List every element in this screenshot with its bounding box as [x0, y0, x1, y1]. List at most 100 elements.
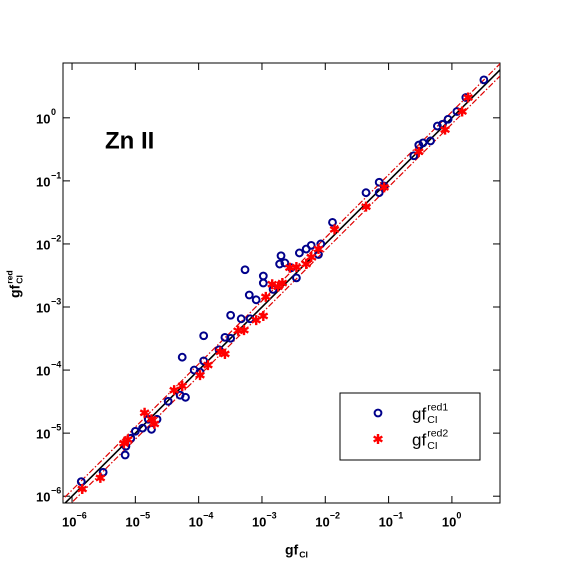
x-tick-exponent: −5 [140, 510, 150, 520]
point [226, 333, 236, 343]
x-tick-label: 10 [379, 514, 393, 529]
x-axis-label: gf CI [285, 542, 308, 560]
point [413, 146, 424, 157]
point [120, 450, 130, 460]
point [463, 92, 473, 103]
point [426, 136, 435, 146]
point [277, 278, 288, 289]
point [301, 259, 312, 270]
plot-frame [62, 62, 501, 504]
y-tick-label: 10 [36, 237, 50, 252]
point [251, 295, 261, 305]
point [236, 314, 246, 324]
point [409, 151, 419, 161]
point [328, 217, 337, 227]
point [226, 310, 236, 320]
y-axis-label-main: gf [7, 284, 23, 298]
point [443, 114, 453, 124]
y-tick-label: 10 [36, 490, 50, 505]
point [219, 348, 230, 359]
point [240, 265, 250, 275]
y-axis-label-sub: CI [14, 275, 24, 284]
point [130, 426, 140, 436]
legend-marker [373, 408, 383, 418]
point [479, 75, 489, 85]
point [440, 124, 451, 135]
point [163, 396, 173, 406]
legend-label-sub: CI [427, 440, 438, 452]
y-tick-exponent: −1 [51, 170, 61, 180]
y-tick-label: 10 [36, 364, 50, 379]
point [292, 273, 301, 283]
y-tick-label: 10 [36, 300, 50, 315]
point [202, 360, 213, 371]
point [169, 385, 180, 396]
x-tick-exponent: 0 [456, 510, 461, 520]
point [379, 182, 390, 193]
point [177, 352, 187, 362]
point [418, 138, 428, 148]
point [361, 188, 371, 198]
point [122, 434, 133, 445]
point [306, 252, 317, 263]
legend-label-sup: red2 [427, 428, 448, 440]
point [306, 240, 316, 250]
x-tick-exponent: −4 [203, 510, 213, 520]
point [276, 251, 286, 261]
point [361, 201, 371, 212]
point [329, 224, 340, 235]
x-tick-exponent: −6 [77, 510, 87, 520]
legend-label-sup: red1 [427, 402, 448, 414]
legend-label-main: gf [412, 404, 426, 423]
point [244, 290, 254, 300]
point [139, 407, 150, 418]
y-tick-exponent: −5 [51, 423, 61, 433]
x-tick-exponent: −2 [330, 510, 340, 520]
point [199, 331, 209, 341]
legend-marker [373, 434, 383, 444]
annotation: Zn II [105, 127, 154, 154]
y-tick-exponent: −4 [51, 359, 61, 369]
y-tick-exponent: −2 [51, 233, 61, 243]
point [280, 258, 290, 268]
point [432, 121, 442, 131]
point [258, 271, 268, 281]
x-tick-label: 10 [189, 514, 203, 529]
x-tick-label: 10 [62, 514, 76, 529]
x-tick-exponent: −3 [266, 510, 276, 520]
y-axis-label-sup: red [4, 270, 14, 284]
x-tick-label: 10 [442, 514, 456, 529]
point [195, 370, 205, 381]
x-tick-label: 10 [315, 514, 329, 529]
point [294, 248, 304, 258]
point [457, 106, 468, 117]
point [181, 392, 190, 402]
point [258, 311, 269, 322]
point [177, 380, 188, 391]
y-tick-label: 10 [36, 427, 50, 442]
legend-box [339, 392, 481, 461]
y-tick-exponent: −6 [51, 486, 61, 496]
x-axis-label-main: gf [285, 542, 299, 558]
point [313, 244, 324, 255]
x-axis-label-sub: CI [299, 549, 308, 559]
point [291, 262, 302, 273]
x-tick-label: 10 [252, 514, 266, 529]
point [260, 291, 271, 302]
legend-label-sub: CI [427, 414, 438, 426]
y-tick-label: 10 [36, 174, 50, 189]
point [258, 278, 268, 288]
point [138, 423, 147, 433]
x-tick-exponent: −1 [393, 510, 403, 520]
point [374, 188, 384, 198]
point [95, 472, 106, 483]
point [275, 259, 285, 269]
legend-label-main: gf [412, 430, 426, 449]
point [77, 484, 88, 495]
y-tick-exponent: −3 [51, 296, 61, 306]
